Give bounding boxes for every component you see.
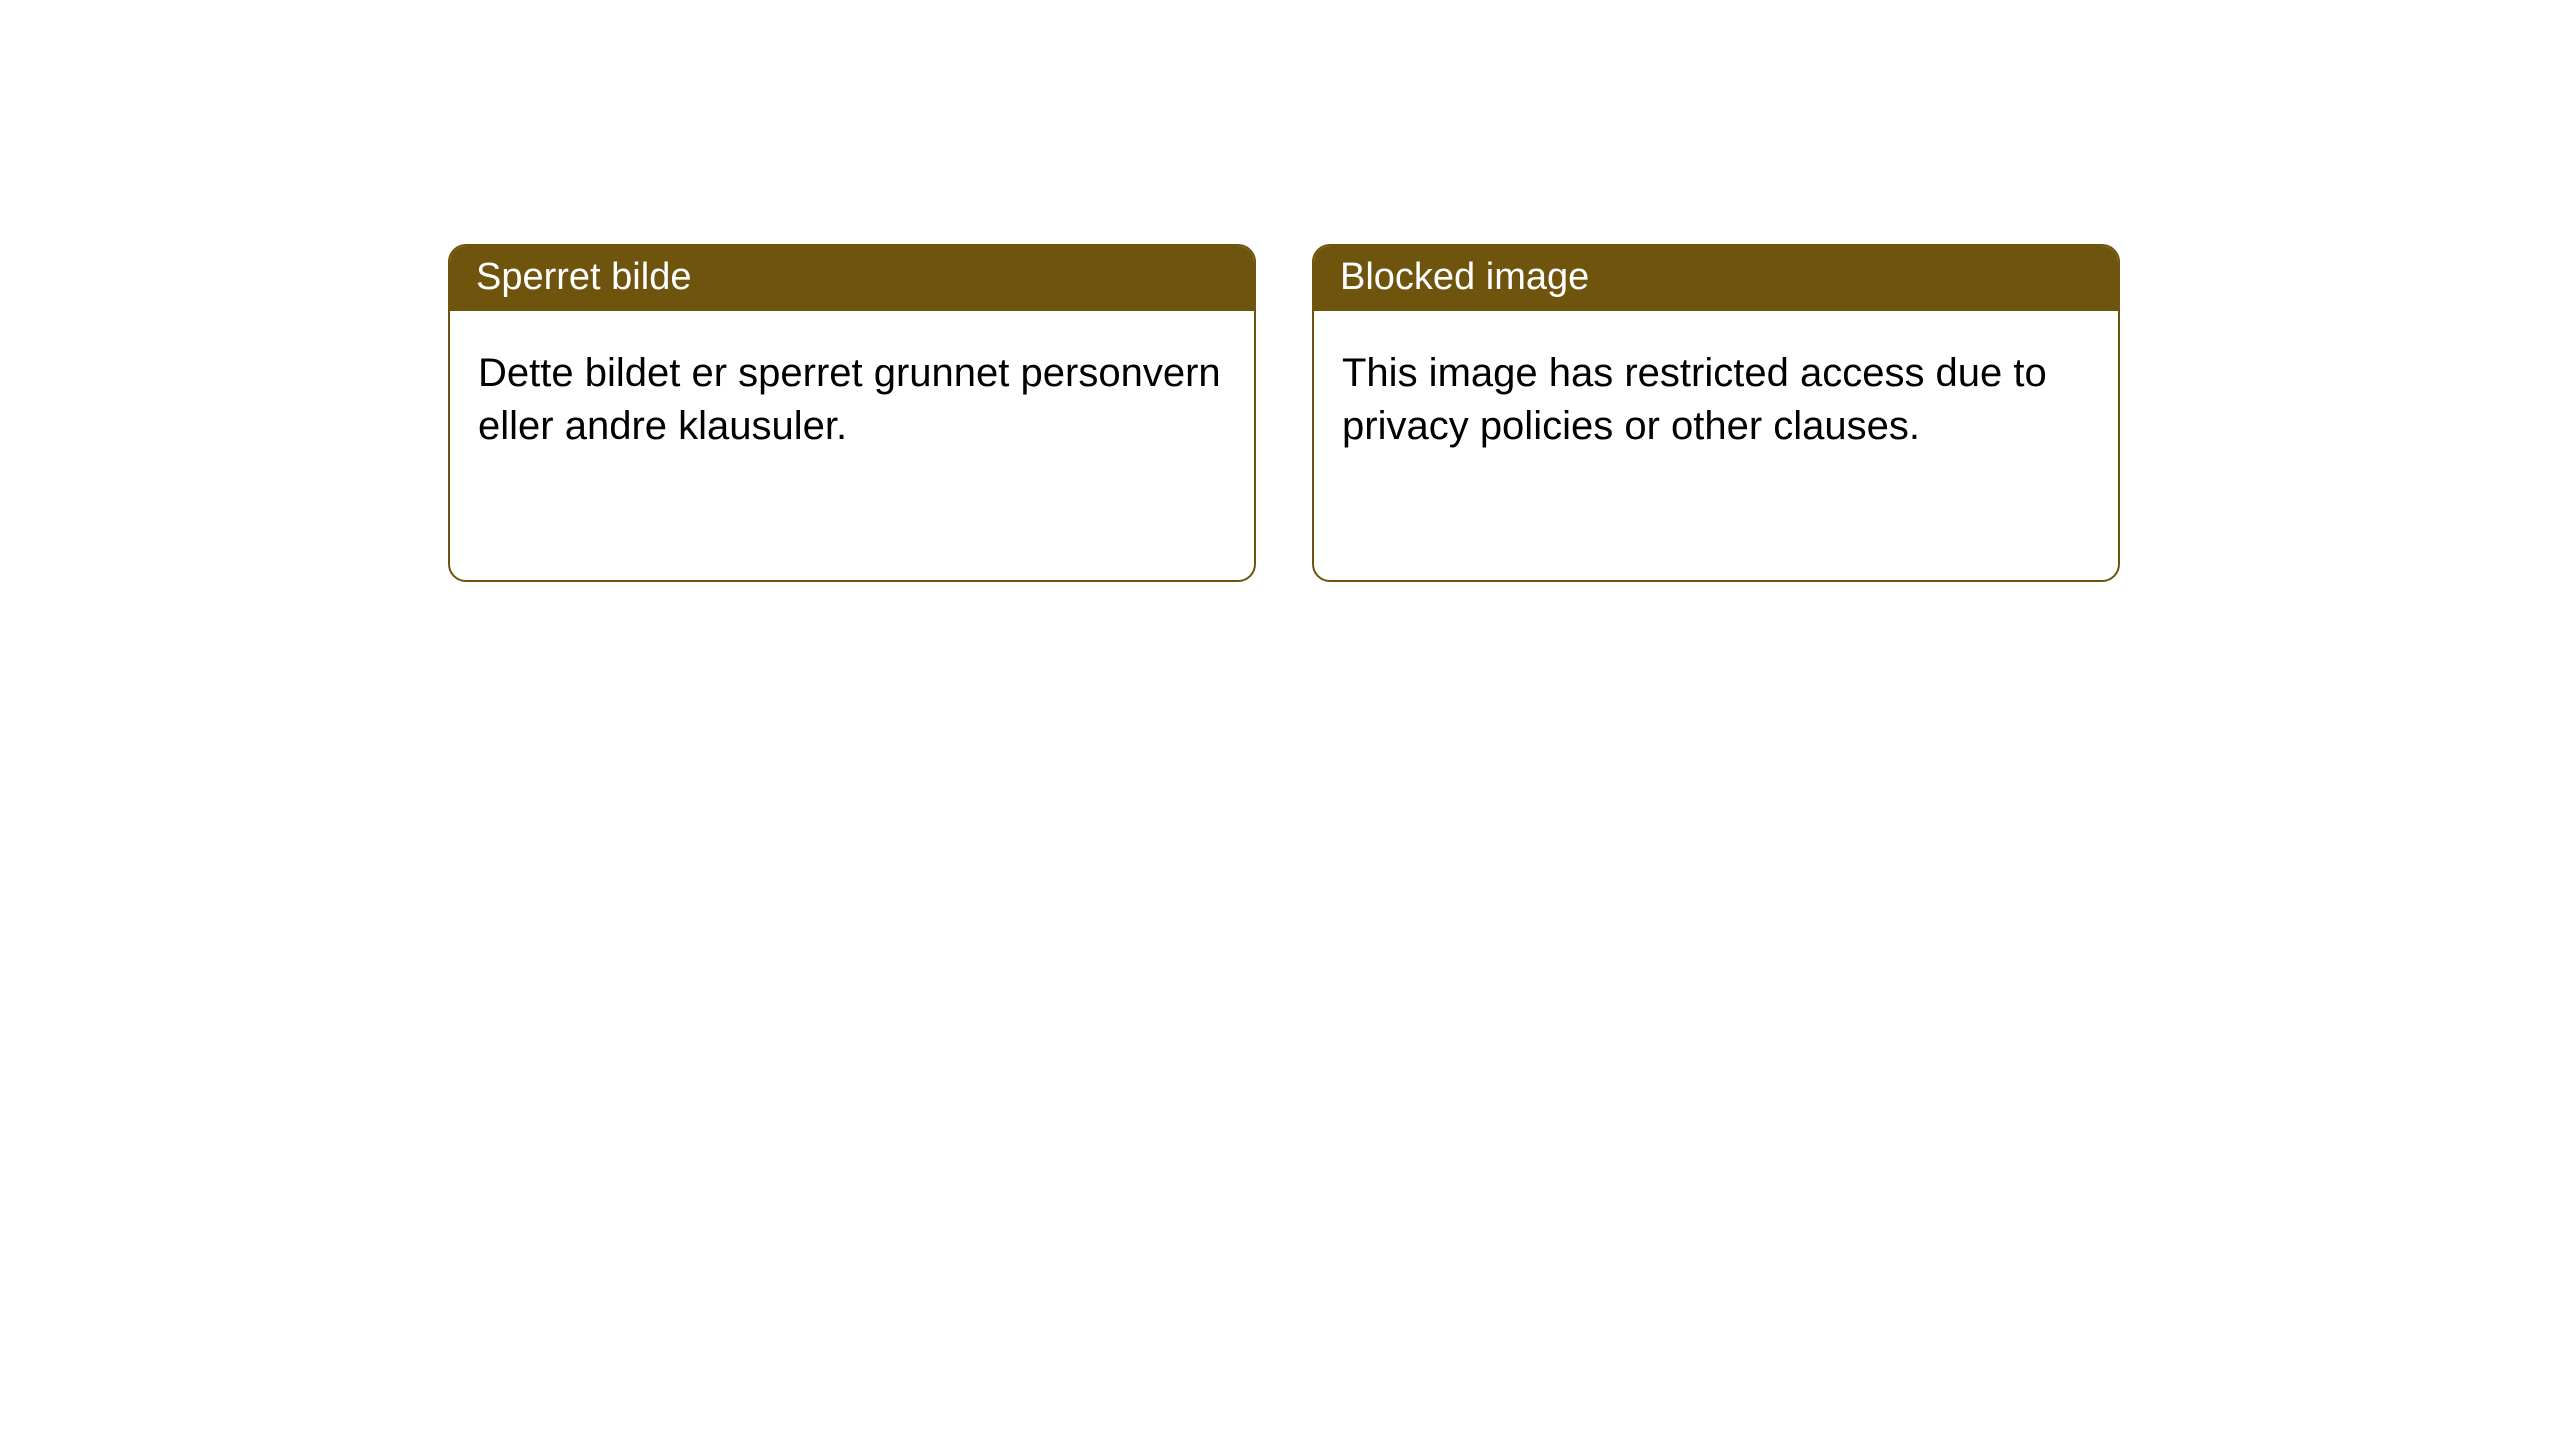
notice-card-title: Sperret bilde	[450, 246, 1254, 311]
notice-card-title: Blocked image	[1314, 246, 2118, 311]
notice-card-body: This image has restricted access due to …	[1314, 311, 2118, 489]
notice-card-english: Blocked image This image has restricted …	[1312, 244, 2120, 582]
notice-cards-container: Sperret bilde Dette bildet er sperret gr…	[0, 0, 2560, 582]
notice-card-norwegian: Sperret bilde Dette bildet er sperret gr…	[448, 244, 1256, 582]
notice-card-body: Dette bildet er sperret grunnet personve…	[450, 311, 1254, 489]
